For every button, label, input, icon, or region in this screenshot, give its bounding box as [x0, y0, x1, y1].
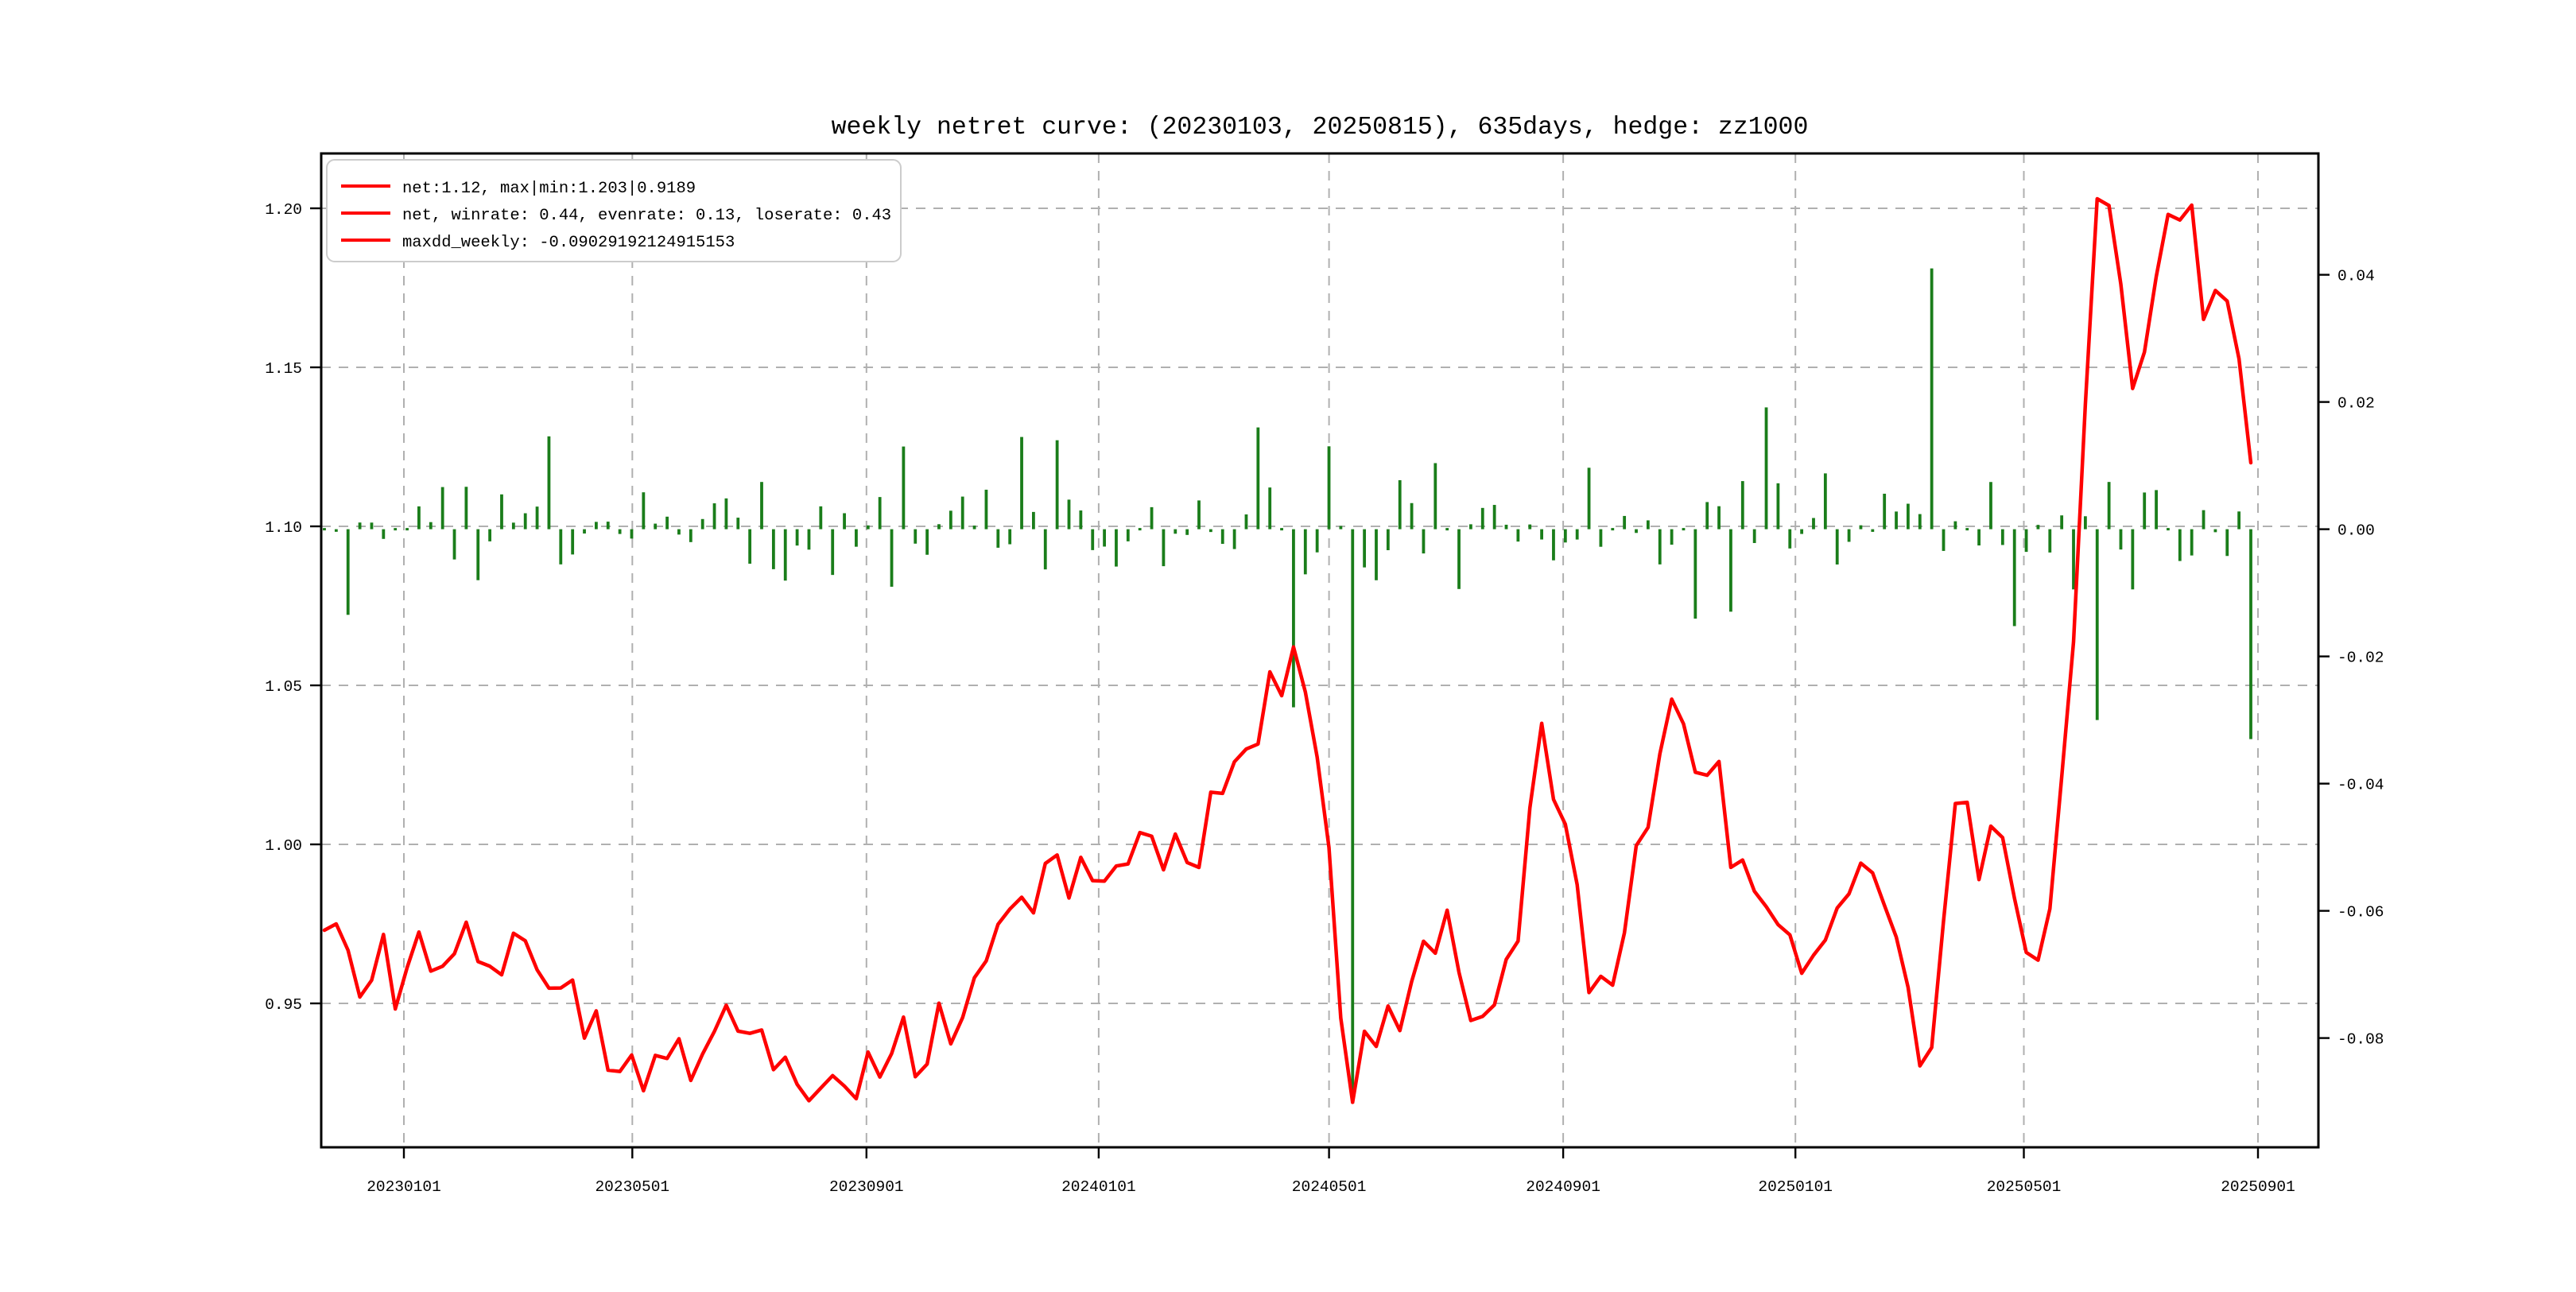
svg-text:1.20: 1.20	[265, 201, 302, 219]
svg-text:-0.02: -0.02	[2337, 650, 2384, 667]
svg-text:0.95: 0.95	[265, 996, 302, 1014]
svg-text:20240501: 20240501	[1292, 1178, 1367, 1196]
svg-text:20230901: 20230901	[829, 1178, 904, 1196]
svg-text:20250501: 20250501	[1987, 1178, 2062, 1196]
svg-text:0.02: 0.02	[2337, 395, 2375, 413]
svg-text:0.04: 0.04	[2337, 268, 2375, 285]
svg-text:-0.06: -0.06	[2337, 904, 2384, 921]
svg-text:-0.04: -0.04	[2337, 777, 2384, 794]
svg-text:1.00: 1.00	[265, 837, 302, 855]
svg-text:20250901: 20250901	[2221, 1178, 2295, 1196]
svg-text:20250101: 20250101	[1758, 1178, 1833, 1196]
svg-text:20240101: 20240101	[1061, 1178, 1136, 1196]
svg-text:net:1.12, max|min:1.203|0.9189: net:1.12, max|min:1.203|0.9189	[402, 180, 696, 198]
svg-text:-0.08: -0.08	[2337, 1031, 2384, 1049]
svg-text:20240901: 20240901	[1526, 1178, 1600, 1196]
svg-text:1.15: 1.15	[265, 360, 302, 378]
svg-text:20230501: 20230501	[595, 1178, 669, 1196]
svg-text:20230101: 20230101	[367, 1178, 441, 1196]
svg-text:0.00: 0.00	[2337, 522, 2375, 540]
svg-text:1.10: 1.10	[265, 519, 302, 537]
svg-text:weekly netret curve: (20230103: weekly netret curve: (20230103, 20250815…	[832, 114, 1809, 142]
svg-text:maxdd_weekly: -0.0902919212491: maxdd_weekly: -0.09029192124915153	[402, 234, 735, 252]
svg-text:1.05: 1.05	[265, 678, 302, 696]
svg-text:net, winrate: 0.44, evenrate:: net, winrate: 0.44, evenrate: 0.13, lose…	[402, 207, 891, 225]
